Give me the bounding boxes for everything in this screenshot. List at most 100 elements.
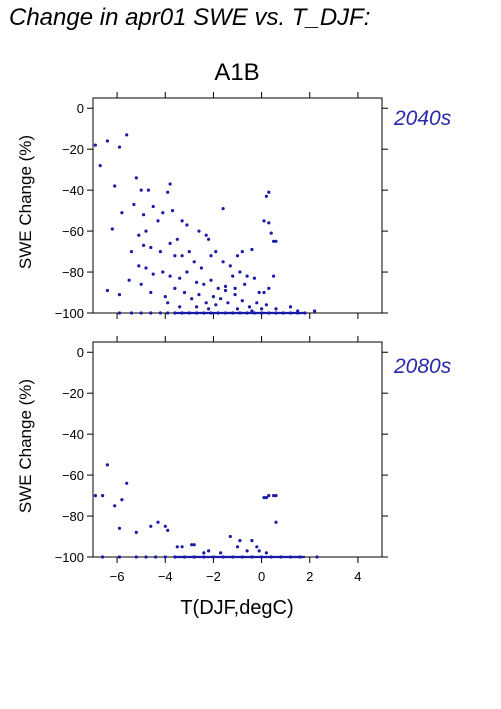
data-point (180, 254, 184, 258)
data-point (178, 276, 182, 280)
y-tick-label: −40 (62, 427, 84, 442)
data-point (139, 311, 143, 315)
data-point (98, 164, 102, 168)
data-point (228, 534, 232, 539)
data-point (255, 545, 259, 549)
data-point (267, 190, 271, 194)
data-point (247, 305, 252, 309)
data-point (132, 202, 136, 207)
data-point (154, 555, 158, 559)
data-point (146, 188, 150, 192)
y-tick-label: −40 (62, 183, 84, 198)
y-tick-label: 0 (77, 101, 84, 116)
x-tick-label: −2 (206, 569, 221, 584)
data-point (173, 286, 177, 290)
data-point (151, 204, 155, 209)
data-point (264, 194, 268, 198)
data-point (173, 254, 177, 258)
data-point (209, 278, 213, 282)
data-point (257, 549, 261, 553)
data-point (272, 494, 276, 498)
panel-2040s: SWE Change (%) 2040s 0 −20 −40 −60 −80 −100 (16, 92, 452, 321)
data-point (195, 280, 199, 284)
data-point (260, 307, 264, 311)
data-point (137, 233, 141, 237)
y-tick-label: −80 (62, 265, 84, 280)
data-point (166, 528, 170, 533)
data-point (149, 311, 153, 315)
data-point (117, 526, 122, 530)
y-ticks: 0 −20 −40 −60 −80 −100 (55, 345, 388, 565)
data-point (180, 219, 184, 223)
data-point (274, 239, 278, 243)
data-point (235, 307, 240, 311)
y-tick-label: −20 (62, 142, 84, 157)
y-tick-label: 0 (77, 345, 84, 360)
data-point (149, 524, 153, 528)
data-point (202, 282, 206, 286)
data-point (223, 284, 228, 288)
data-point (161, 270, 165, 274)
data-point (274, 494, 278, 498)
data-point (313, 309, 317, 313)
data-point (197, 229, 201, 233)
data-point (238, 270, 242, 274)
data-point (315, 555, 319, 559)
plot-frame (92, 97, 383, 314)
data-point (211, 295, 215, 299)
data-point (149, 290, 153, 295)
data-point (125, 481, 129, 485)
x-tick-label: 0 (258, 569, 265, 584)
data-point (197, 293, 201, 297)
x-ticks: −6 −4 −2 0 2 4 (110, 336, 362, 584)
x-tick-label: −6 (110, 569, 125, 584)
data-point (127, 278, 131, 282)
data-point (93, 143, 97, 147)
data-point (219, 551, 223, 555)
data-point (137, 264, 141, 268)
data-point (185, 270, 189, 274)
data-point (272, 239, 276, 243)
data-point (274, 307, 278, 311)
data-point (93, 494, 97, 498)
data-point (180, 545, 184, 549)
data-point (144, 229, 148, 233)
y-tick-label: −100 (55, 550, 84, 565)
x-axis-label: T(DJF,degC) (180, 597, 293, 619)
data-point (163, 555, 167, 559)
data-point (267, 494, 271, 498)
data-point (101, 494, 105, 498)
data-point (163, 295, 167, 299)
data-point (161, 211, 165, 215)
data-point (144, 555, 148, 559)
data-point (233, 286, 237, 290)
data-point (245, 549, 249, 553)
page-title: Change in apr01 SWE vs. T_DJF: (9, 4, 371, 31)
data-point (221, 207, 225, 211)
data-point (166, 190, 170, 194)
data-point (101, 555, 105, 559)
data-point (250, 539, 254, 543)
data-point (214, 250, 218, 254)
data-point (252, 276, 256, 280)
data-point (117, 555, 122, 559)
data-point (166, 311, 170, 315)
data-point (214, 303, 218, 307)
data-point (168, 274, 172, 278)
data-point (207, 549, 211, 553)
data-point (175, 237, 179, 241)
data-point (255, 301, 259, 305)
data-point (158, 311, 162, 315)
data-point (262, 496, 266, 500)
data-point (233, 293, 237, 297)
data-point (149, 245, 153, 250)
data-point (182, 290, 187, 295)
period-label: 2080s (393, 355, 452, 378)
data-point (192, 260, 196, 264)
data-point (243, 282, 247, 286)
data-point (134, 530, 138, 535)
data-point (113, 504, 117, 508)
data-point (170, 209, 175, 213)
x-tick-label: −4 (158, 569, 173, 584)
data-point (240, 299, 244, 303)
